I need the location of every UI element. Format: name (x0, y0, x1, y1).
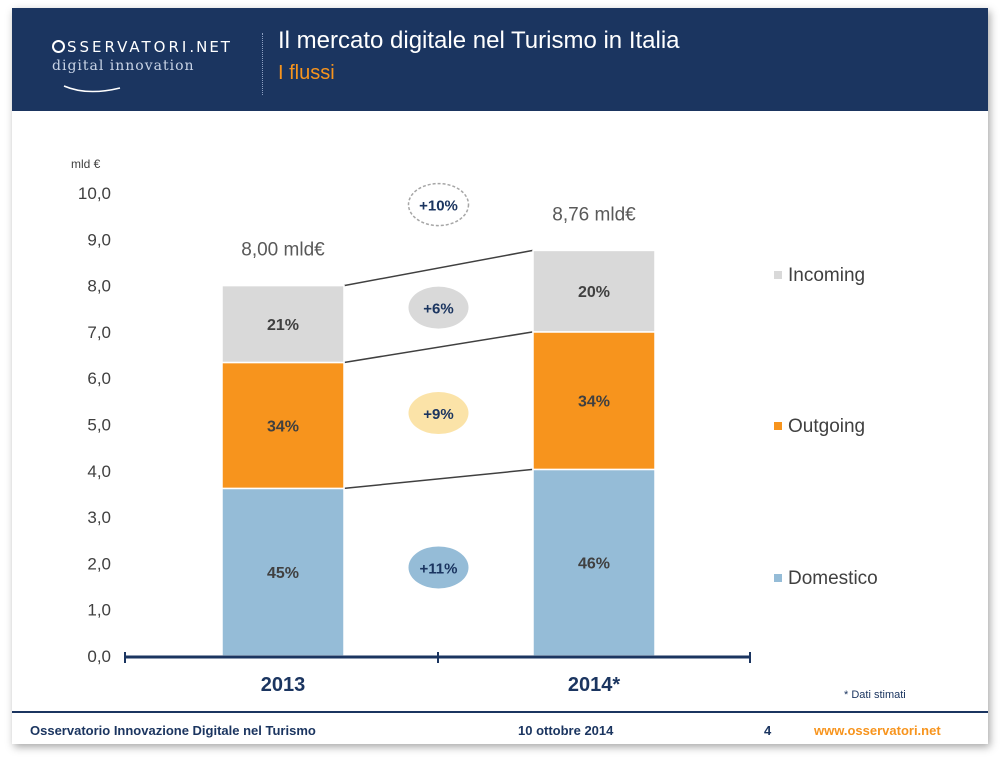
bar-outgoing-2013 (221, 361, 345, 490)
footnote: * Dati stimati (844, 689, 906, 701)
y-tick-label: 0,0 (87, 647, 111, 666)
footer-date: 10 ottobre 2014 (518, 723, 614, 738)
osservatori-logo: SSERVATORI.NET digital innovation (52, 38, 232, 93)
legend-label-outgoing: Outgoing (788, 416, 865, 437)
y-tick-label: 9,0 (87, 230, 111, 249)
logo-text-top: SSERVATORI (67, 38, 190, 56)
bar-incoming-2013 (221, 284, 345, 364)
y-tick-label: 7,0 (87, 323, 111, 342)
page-subtitle: I flussi (278, 62, 335, 84)
bar-percent-label: 46% (578, 556, 610, 573)
bar-percent-label: 45% (267, 565, 299, 582)
legend-label-domestico: Domestico (788, 568, 878, 589)
y-tick-label: 1,0 (87, 601, 111, 620)
growth-bubble: +6% (408, 286, 469, 329)
legend-swatch-domestico (774, 574, 782, 582)
y-tick-label: 4,0 (87, 462, 111, 481)
logo-text-net: .NET (189, 38, 232, 56)
y-tick-label: 5,0 (87, 416, 111, 435)
bar-total-label: 8,00 mld€ (241, 240, 325, 261)
legend-swatch-outgoing (774, 422, 782, 430)
logo-swoosh-icon (63, 85, 121, 93)
legend-label-incoming: Incoming (788, 265, 865, 286)
growth-connector-line (343, 468, 534, 490)
x-category-label: 2013 (261, 674, 306, 696)
page-title: Il mercato digitale nel Turismo in Itali… (278, 27, 680, 54)
stacked-bar-chart: mld € 0,0 1,0 2,0 3,0 4,0 5,0 6,0 7,0 8,0 9,0 10,0… (71, 157, 906, 701)
footer-title: Osservatorio Innovazione Digitale nel Tu… (30, 723, 316, 738)
growth-bubble-label: +9% (423, 406, 453, 423)
growth-bubble-label: +11% (420, 560, 458, 577)
location-pin-icon (52, 40, 65, 53)
y-tick-label: 10,0 (78, 184, 111, 203)
y-tick-label: 2,0 (87, 554, 111, 573)
bar-domestico-2014 (532, 468, 656, 657)
page-number: 4 (764, 723, 772, 738)
bar-percent-label: 20% (578, 284, 610, 301)
growth-connector-line (343, 331, 534, 364)
bar-percent-label: 34% (578, 394, 610, 411)
bar-percent-label: 21% (267, 317, 299, 334)
y-axis-label: mld € (71, 157, 101, 171)
header: SSERVATORI.NET digital innovation Il mer… (12, 8, 988, 111)
bar-total-label: 8,76 mld€ (552, 204, 636, 225)
growth-bubble-label: +6% (423, 301, 453, 318)
growth-bubble: +9% (408, 392, 469, 435)
y-tick-label: 6,0 (87, 369, 111, 388)
growth-bubble: +11% (408, 546, 469, 589)
footer-url-link[interactable]: www.osservatori.net (814, 723, 941, 738)
bar-domestico-2013 (221, 487, 345, 657)
bar-percent-label: 34% (267, 418, 299, 435)
header-divider (262, 33, 263, 95)
bar-incoming-2014 (532, 249, 656, 333)
growth-bubble: +10% (407, 182, 470, 227)
slide: SSERVATORI.NET digital innovation Il mer… (12, 8, 988, 744)
x-category-label: 2014* (568, 674, 620, 696)
y-tick-label: 8,0 (87, 277, 111, 296)
legend-swatch-incoming (774, 271, 782, 279)
logo-text-bottom: digital innovation (52, 58, 195, 74)
y-tick-label: 3,0 (87, 508, 111, 527)
growth-connector-line (343, 249, 534, 287)
bar-outgoing-2014 (532, 331, 656, 471)
footer: Osservatorio Innovazione Digitale nel Tu… (12, 711, 988, 744)
growth-bubble-label: +10% (419, 198, 458, 215)
